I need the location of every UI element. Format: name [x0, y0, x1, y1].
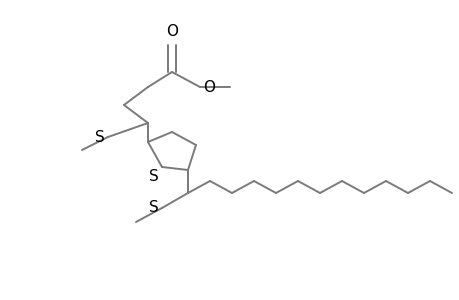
- Text: O: O: [166, 24, 178, 39]
- Text: O: O: [202, 80, 214, 94]
- Text: S: S: [95, 130, 105, 145]
- Text: S: S: [149, 169, 159, 184]
- Text: S: S: [149, 200, 159, 215]
